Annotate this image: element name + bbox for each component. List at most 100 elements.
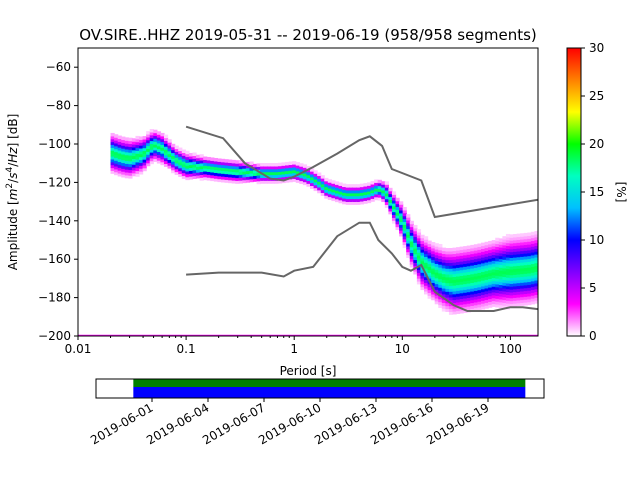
heatmap-cell	[409, 232, 414, 236]
heatmap-cell	[431, 265, 436, 269]
heatmap-cell	[498, 275, 503, 280]
heatmap-cell	[502, 239, 507, 243]
heatmap-cell	[523, 293, 528, 297]
heatmap-cell	[484, 273, 489, 277]
heatmap-cell	[463, 257, 468, 262]
heatmap-cell	[399, 207, 404, 211]
heatmap-cell	[481, 297, 486, 301]
heatmap-cell	[459, 309, 464, 314]
heatmap-cell	[146, 148, 151, 152]
heatmap-cell	[156, 139, 162, 144]
heatmap-cell	[530, 251, 536, 256]
heatmap-cell	[534, 294, 538, 298]
heatmap-cell	[513, 239, 518, 244]
colorbar-tick-label: 10	[589, 233, 604, 247]
heatmap-cell	[121, 136, 126, 141]
heatmap-cell	[281, 173, 286, 178]
heatmap-cell	[445, 291, 450, 295]
heatmap-cell	[153, 158, 158, 162]
heatmap-cell	[402, 224, 407, 228]
heatmap-cell	[438, 258, 443, 262]
heatmap-cell	[342, 197, 347, 202]
heatmap-cell	[345, 189, 350, 194]
heatmap-cell	[530, 257, 536, 262]
heatmap-cell	[167, 142, 172, 146]
heatmap-cell	[459, 266, 464, 271]
heatmap-cell	[448, 276, 454, 281]
heatmap-cell	[488, 263, 493, 268]
heatmap-cell	[163, 137, 169, 141]
heatmap-cell	[356, 192, 361, 197]
heatmap-cell	[527, 261, 532, 265]
heatmap-cell	[149, 129, 154, 133]
heatmap-cell	[149, 137, 154, 142]
heatmap-cell	[495, 263, 500, 268]
heatmap-cell	[367, 196, 372, 201]
heatmap-cell	[431, 253, 436, 258]
heatmap-cell	[424, 236, 429, 240]
heatmap-cell	[171, 169, 176, 174]
heatmap-cell	[498, 287, 503, 291]
heatmap-cell	[466, 277, 471, 281]
heatmap-cell	[459, 255, 464, 259]
heatmap-cell	[324, 183, 329, 188]
heatmap-cell	[149, 149, 154, 153]
heatmap-cell	[484, 247, 489, 252]
y-tick-label: −160	[38, 252, 71, 266]
heatmap-cell	[135, 156, 140, 160]
heatmap-cell	[167, 139, 172, 143]
heatmap-cell	[448, 291, 454, 295]
heatmap-cell	[253, 172, 258, 177]
heatmap-cell	[210, 171, 215, 176]
heatmap-cell	[505, 297, 511, 301]
heatmap-cell	[174, 145, 179, 150]
heatmap-cell	[520, 296, 525, 301]
heatmap-cell	[488, 258, 493, 262]
heatmap-cell	[263, 180, 268, 184]
heatmap-cell	[374, 182, 379, 186]
heatmap-cell	[367, 188, 372, 192]
heatmap-cell	[146, 131, 151, 135]
date-tick-label: 2019-06-13	[312, 400, 379, 447]
heatmap-cell	[513, 236, 518, 241]
heatmap-cell	[406, 234, 411, 238]
heatmap-cell	[420, 277, 425, 282]
heatmap-cell	[505, 288, 511, 293]
heatmap-cell	[534, 251, 538, 255]
heatmap-cell	[163, 146, 169, 150]
heatmap-cell	[416, 243, 422, 247]
heatmap-cell	[306, 183, 311, 187]
date-tick-label: 2019-06-04	[144, 400, 211, 447]
heatmap-cell	[245, 170, 251, 175]
heatmap-cell	[466, 303, 471, 307]
heatmap-cell	[156, 154, 162, 158]
heatmap-cell	[409, 261, 414, 265]
heatmap-cell	[114, 160, 119, 164]
heatmap-cell	[359, 200, 365, 205]
heatmap-cell	[117, 155, 122, 160]
heatmap-cell	[381, 195, 386, 200]
heatmap-cell	[502, 236, 507, 240]
heatmap-cell	[203, 173, 208, 178]
heatmap-cell	[181, 149, 186, 153]
heatmap-cell	[448, 262, 454, 266]
heatmap-cell	[520, 285, 525, 289]
heatmap-cell	[484, 290, 489, 295]
heatmap-cell	[441, 267, 446, 272]
heatmap-cell	[171, 146, 176, 151]
heatmap-cell	[441, 290, 446, 295]
heatmap-cell	[253, 163, 258, 168]
heatmap-cell	[131, 167, 137, 171]
heatmap-cell	[128, 172, 133, 176]
heatmap-cell	[438, 301, 443, 306]
heatmap-cell	[160, 155, 165, 160]
heatmap-cell	[156, 142, 162, 147]
heatmap-cell	[452, 247, 457, 252]
heatmap-cell	[110, 141, 115, 146]
heatmap-cell	[434, 251, 439, 256]
heatmap-cell	[320, 175, 325, 179]
heatmap-cell	[420, 252, 425, 256]
heatmap-cell	[456, 261, 461, 265]
heatmap-cell	[459, 281, 464, 285]
heatmap-cell	[135, 161, 140, 166]
